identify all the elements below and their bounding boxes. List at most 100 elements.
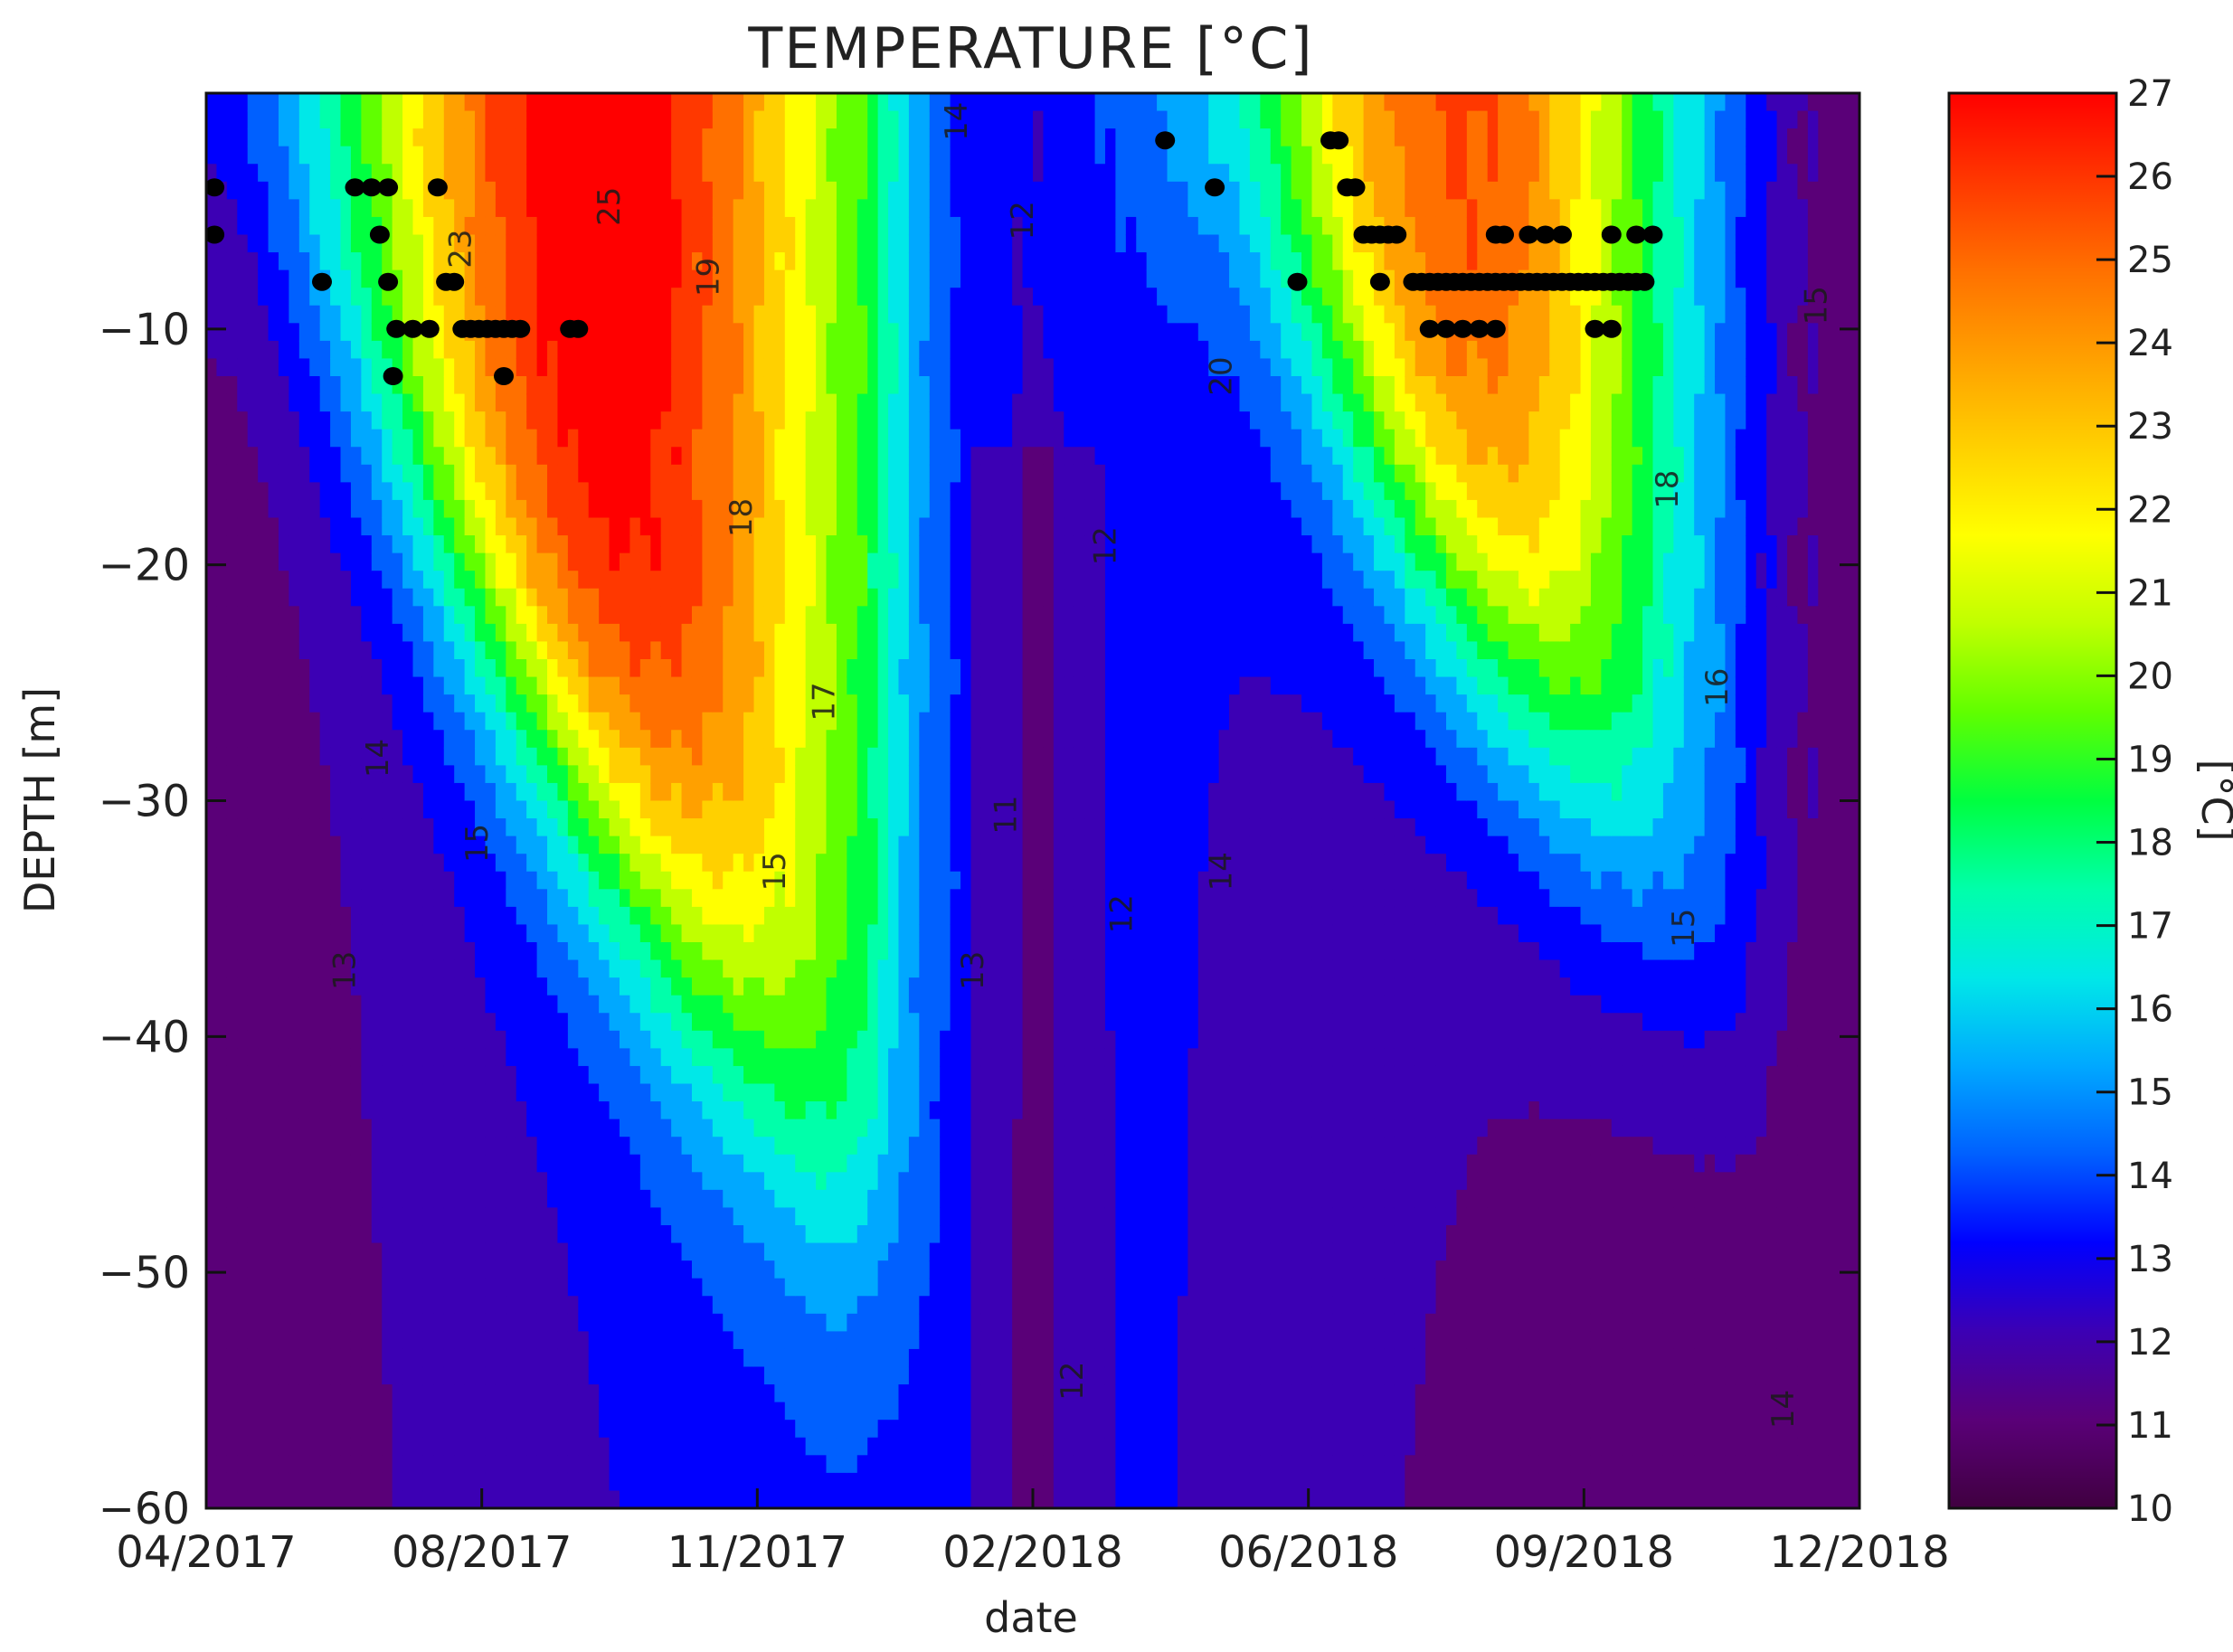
heat-cell <box>247 588 259 607</box>
heat-cell <box>422 835 434 854</box>
heat-cell <box>578 1278 590 1297</box>
heat-cell <box>588 1384 600 1403</box>
heat-cell <box>309 871 321 890</box>
heat-cell <box>816 959 828 978</box>
heat-cell <box>433 1242 445 1261</box>
heat-cell <box>361 323 373 342</box>
heat-cell <box>289 1207 300 1226</box>
heat-cell <box>433 659 445 678</box>
heat-cell <box>805 1260 817 1279</box>
heat-cell <box>268 782 279 802</box>
heat-cell <box>753 1030 765 1049</box>
heat-cell <box>526 571 538 590</box>
heat-cell <box>753 1101 765 1120</box>
heat-cell <box>671 499 683 519</box>
heat-cell <box>526 1065 538 1085</box>
heat-cell <box>454 641 466 660</box>
heat-cell <box>795 818 807 837</box>
heat-cell <box>319 552 331 571</box>
heat-cell <box>454 1189 466 1209</box>
heat-cell <box>402 1472 414 1492</box>
heat-cell <box>588 535 600 554</box>
heat-cell <box>454 676 466 695</box>
heat-cell <box>743 730 755 749</box>
heat-cell <box>620 1119 631 1138</box>
heat-cell <box>671 340 683 360</box>
heat-cell <box>557 1013 569 1032</box>
heat-cell <box>609 1154 620 1173</box>
heat-cell <box>578 1065 590 1085</box>
heat-cell <box>454 818 466 837</box>
heat-cell <box>237 1013 249 1032</box>
heat-cell <box>454 429 466 448</box>
heat-cell <box>216 1242 228 1261</box>
heat-cell <box>485 234 497 253</box>
heat-cell <box>681 1331 693 1350</box>
heat-cell <box>639 1278 651 1297</box>
heat-cell <box>567 889 579 908</box>
heat-cell <box>816 447 828 466</box>
heat-cell <box>826 181 837 200</box>
heat-cell <box>763 517 775 536</box>
heat-cell <box>495 818 506 837</box>
heat-cell <box>226 1013 238 1032</box>
heat-cell <box>237 1278 249 1297</box>
heat-cell <box>258 1048 270 1067</box>
heat-cell <box>723 942 734 961</box>
heat-cell <box>681 1313 693 1332</box>
heat-cell <box>422 641 434 660</box>
heat-cell <box>464 411 476 430</box>
heat-cell <box>639 323 651 342</box>
heat-cell <box>402 517 414 536</box>
heat-cell <box>536 800 548 819</box>
heat-cell <box>753 1437 765 1456</box>
heat-cell <box>733 1207 744 1226</box>
heat-cell <box>536 1260 548 1279</box>
heat-cell <box>526 1154 538 1173</box>
heat-cell <box>753 93 765 112</box>
heat-cell <box>609 181 620 200</box>
heat-cell <box>506 429 517 448</box>
heat-cell <box>620 1101 631 1120</box>
heat-cell <box>691 269 704 288</box>
heat-cell <box>392 340 403 360</box>
heat-cell <box>774 942 786 961</box>
heat-cell <box>298 1331 310 1350</box>
heat-cell <box>506 1260 517 1279</box>
heat-cell <box>629 906 641 926</box>
heat-cell <box>836 1242 847 1261</box>
heat-cell <box>650 323 662 342</box>
heat-cell <box>485 146 497 165</box>
heat-cell <box>495 1048 506 1067</box>
heat-cell <box>557 199 569 218</box>
heat-cell <box>350 1384 362 1403</box>
heat-cell <box>660 942 672 961</box>
heat-cell <box>289 1278 300 1297</box>
heat-cell <box>516 1278 527 1297</box>
heat-cell <box>330 1313 342 1332</box>
heat-cell <box>671 93 683 112</box>
heat-cell <box>743 1490 755 1508</box>
heat-cell <box>216 1154 228 1173</box>
heat-cell <box>609 1331 620 1350</box>
heat-cell <box>443 676 455 695</box>
heat-cell <box>216 128 228 147</box>
heat-cell <box>743 1172 755 1191</box>
heat-cell <box>753 323 765 342</box>
heat-cell <box>836 641 847 660</box>
heat-cell <box>826 959 837 978</box>
heat-cell <box>702 1384 714 1403</box>
heat-cell <box>350 1065 362 1085</box>
heat-cell <box>216 995 228 1014</box>
heat-cell <box>620 464 631 483</box>
heat-cell <box>433 1048 445 1067</box>
heat-cell <box>547 305 559 324</box>
heat-cell <box>588 854 600 873</box>
heat-cell <box>402 1225 414 1244</box>
heat-cell <box>733 1472 744 1492</box>
heat-cell <box>681 571 693 590</box>
heat-cell <box>816 641 828 660</box>
heat-cell <box>526 1420 538 1439</box>
heat-cell <box>433 1278 445 1297</box>
heat-cell <box>340 1225 352 1244</box>
